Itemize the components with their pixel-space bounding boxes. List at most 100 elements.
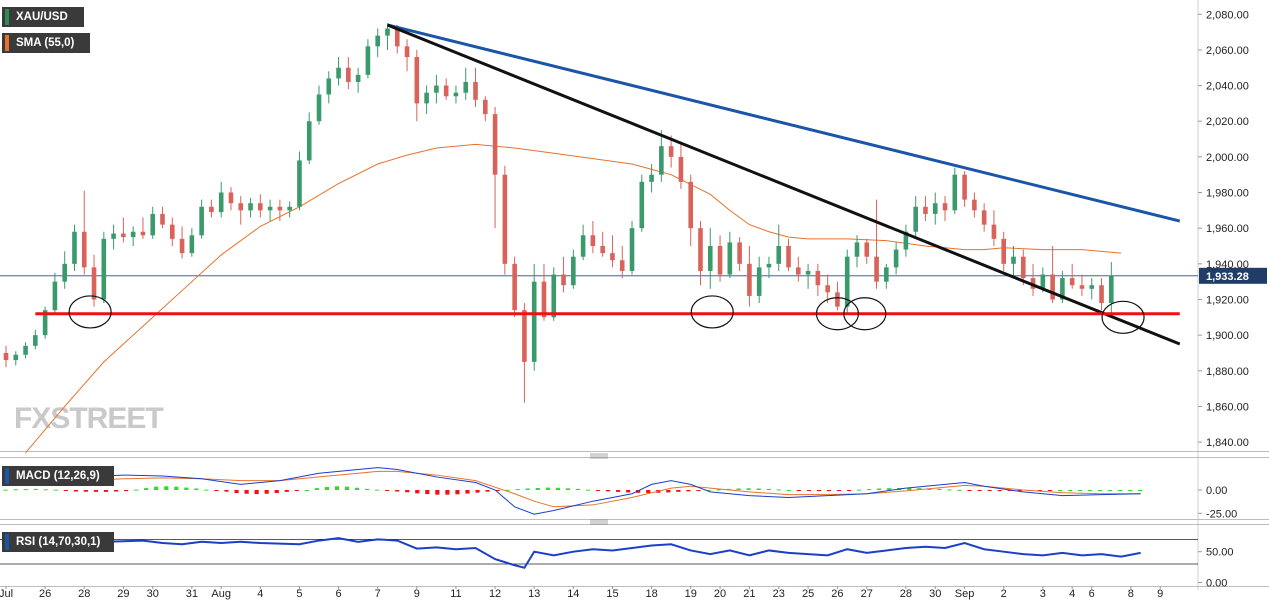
macd-histogram-bar: [917, 488, 922, 490]
x-tick-label: 30: [929, 588, 941, 600]
candle-body-down: [346, 67, 351, 82]
sma-label: SMA (55,0): [16, 37, 75, 49]
macd-histogram-bar: [927, 488, 932, 490]
sma-legend[interactable]: SMA (55,0): [2, 33, 90, 53]
candle-body-down: [502, 174, 508, 264]
candle-body-up: [884, 267, 889, 282]
support-test-circle: [1101, 300, 1145, 334]
rsi-label: RSI (14,70,30,1): [16, 536, 101, 548]
candle-body-down: [923, 206, 928, 214]
candle-body-up: [316, 94, 322, 122]
macd-histogram-bar: [294, 490, 299, 491]
candle-body-down: [169, 224, 175, 239]
x-tick-label: 25: [802, 588, 814, 600]
candle-body-up: [659, 146, 664, 175]
macd-histogram-bar: [786, 490, 791, 491]
symbol-legend[interactable]: XAU/USD: [2, 7, 84, 27]
candle-body-down: [688, 181, 694, 229]
macd-histogram-bar: [43, 489, 48, 491]
macd-histogram-bar: [565, 488, 571, 490]
candle-body-up: [62, 263, 67, 282]
candle-body-up: [649, 174, 654, 182]
candle-body-up: [903, 231, 909, 250]
macd-histogram-bar: [997, 490, 1002, 492]
candle-body-up: [385, 28, 390, 36]
price-ytick-label: 2,020.00: [1206, 116, 1249, 128]
candle-body-down: [91, 267, 97, 300]
candle-body-down: [228, 192, 234, 204]
candle-body-down: [864, 242, 870, 257]
macd-histogram-bar: [766, 488, 771, 490]
rsi-legend[interactable]: RSI (14,70,30,1): [2, 532, 114, 552]
macd-histogram-bar: [164, 486, 169, 490]
macd-histogram-bar: [1047, 490, 1052, 491]
candle-body-up: [571, 256, 576, 286]
macd-histogram-bar: [716, 489, 721, 491]
macd-histogram-bar: [1108, 490, 1113, 491]
macd-histogram-bar: [1138, 490, 1143, 491]
macd-histogram-bar: [816, 490, 822, 492]
candle-body-up: [913, 206, 918, 232]
x-tick-label: 18: [645, 588, 657, 600]
black-trendline: [386, 23, 1181, 346]
x-tick-label: 15: [606, 588, 618, 600]
price-ytick-label: 1,960.00: [1206, 223, 1249, 235]
candle-body-down: [1099, 285, 1104, 304]
macd-histogram-bar: [113, 490, 119, 492]
x-tick-label: 28: [900, 588, 912, 600]
macd-histogram-bar: [314, 488, 319, 490]
x-tick-label: 4: [1069, 588, 1075, 600]
macd-histogram-bar: [857, 489, 862, 491]
x-tick-label: 9: [1157, 588, 1163, 600]
macd-histogram-bar: [415, 490, 420, 494]
candle-body-up: [453, 92, 459, 97]
macd-histogram-bar: [23, 489, 28, 491]
sma-swatch: [5, 35, 9, 51]
x-tick-label: 31: [186, 588, 198, 600]
candle-body-down: [610, 253, 615, 261]
macd-histogram-bar: [636, 490, 641, 493]
x-tick-label: 26: [831, 588, 843, 600]
x-tick-label: Jul: [0, 588, 13, 600]
macd-legend[interactable]: MACD (12,26,9): [2, 466, 114, 486]
candle-body-up: [248, 203, 253, 211]
macd-histogram-bar: [93, 490, 99, 492]
candle-body-down: [698, 228, 703, 271]
macd-histogram-bar: [987, 490, 992, 491]
candle-body-up: [297, 160, 302, 207]
candle-body-up: [756, 267, 762, 296]
candle-body-up: [463, 82, 469, 93]
candle-body-up: [355, 74, 361, 82]
candle-body-up: [531, 281, 537, 362]
price-ytick-label: 1,860.00: [1206, 401, 1249, 413]
macd-histogram-bar: [1067, 490, 1073, 491]
candle-body-up: [33, 335, 38, 346]
x-tick-label: Aug: [211, 588, 231, 600]
x-tick-label: 7: [375, 588, 381, 600]
candle-body-down: [747, 263, 752, 296]
candle-body-up: [365, 46, 371, 75]
macd-histogram-bar: [676, 490, 681, 492]
candle-body-up: [42, 310, 48, 336]
x-tick-label: 5: [296, 588, 302, 600]
x-tick-label: 6: [1089, 588, 1095, 600]
macd-histogram-bar: [776, 489, 781, 491]
candle-body-up: [130, 231, 136, 238]
candle-body-down: [786, 246, 791, 268]
candle-body-up: [727, 242, 733, 275]
macd-histogram-bar: [575, 488, 581, 490]
candle-body-down: [258, 203, 263, 211]
candle-body-down: [668, 146, 674, 157]
macd-line: [5, 467, 1141, 515]
macd-histogram-bar: [1017, 490, 1022, 491]
macd-histogram-bar: [455, 490, 460, 495]
macd-histogram-bar: [194, 488, 199, 490]
macd-histogram-bar: [174, 486, 179, 490]
rsi-ytick-label: 0.00: [1206, 578, 1227, 590]
x-tick-label: 14: [567, 588, 579, 600]
candle-body-up: [23, 345, 28, 355]
blue-trendline: [387, 23, 1181, 223]
macd-histogram-bar: [545, 487, 550, 490]
candle-body-down: [815, 270, 821, 286]
candle-body-down: [443, 85, 449, 97]
